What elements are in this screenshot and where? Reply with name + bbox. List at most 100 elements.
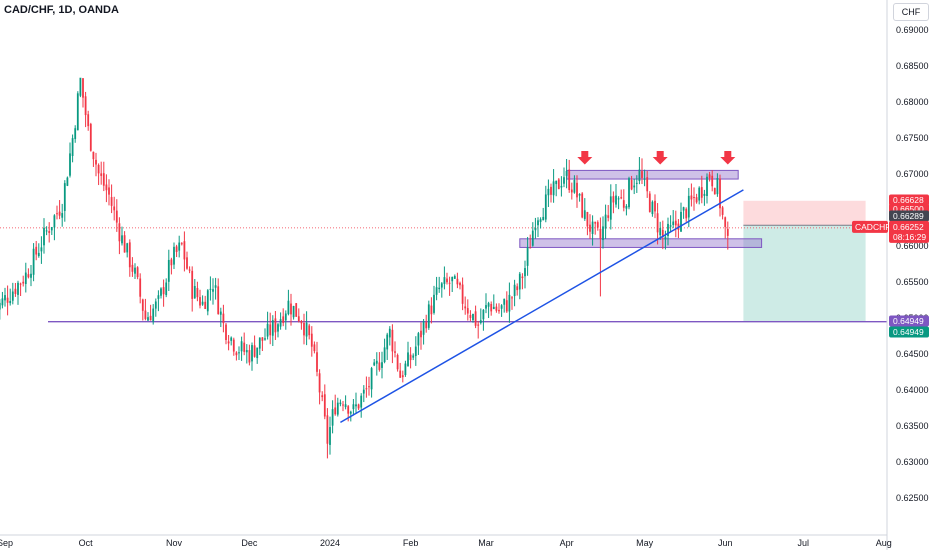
candle-body — [310, 333, 313, 347]
candle-body — [139, 278, 142, 297]
candle-body — [490, 303, 493, 312]
price-tag — [889, 326, 929, 338]
candle-body — [555, 180, 558, 185]
candle-body — [69, 153, 71, 176]
candle-body — [565, 170, 568, 176]
candle-body — [349, 411, 352, 414]
candle-body — [516, 286, 519, 291]
candle-body — [578, 194, 581, 196]
candle-body — [633, 185, 636, 188]
x-tick-label: Mar — [478, 538, 494, 548]
candle-body — [126, 243, 129, 253]
candle-body — [456, 278, 459, 285]
candle-body — [160, 288, 162, 296]
candle-body — [646, 177, 649, 192]
down-arrow-icon — [720, 151, 736, 165]
candle-body — [628, 178, 630, 208]
ascending-trendline — [340, 189, 744, 424]
candle-body — [131, 264, 134, 272]
candle-body — [622, 200, 625, 208]
candle-body — [401, 375, 404, 378]
candle-body — [27, 274, 30, 278]
candle-body — [362, 389, 365, 394]
candle-body — [706, 176, 708, 197]
candle-body — [175, 246, 178, 252]
candle-body — [664, 236, 667, 240]
candle-body — [711, 175, 714, 187]
candle-body — [274, 318, 277, 333]
candle-body — [511, 297, 513, 299]
candle-body — [204, 301, 207, 309]
candle-body — [451, 276, 454, 282]
candle-body — [586, 211, 589, 227]
y-tick-label: 0.67500 — [896, 133, 929, 143]
candle-body — [487, 303, 490, 307]
price-tag — [889, 210, 929, 222]
candle-body — [14, 288, 17, 294]
candle-body — [630, 179, 633, 190]
candle-body — [339, 402, 342, 405]
candle-body — [323, 394, 326, 417]
candle-body — [84, 96, 87, 116]
candle-body — [22, 281, 25, 284]
candle-body — [355, 404, 357, 407]
candle-body — [700, 187, 703, 198]
candle-body — [643, 178, 646, 180]
candle-body — [500, 305, 503, 309]
candle-body — [667, 223, 669, 237]
candle-body — [66, 177, 69, 186]
candle-body — [227, 341, 230, 344]
candle-body — [412, 355, 415, 358]
price-tag-label: 0.66289 — [893, 211, 924, 221]
candle-body — [482, 309, 485, 320]
currency-button[interactable]: CHF — [893, 3, 929, 21]
candle-body — [321, 395, 324, 398]
candle-body — [591, 221, 594, 234]
trendline — [340, 189, 744, 424]
candle-body — [48, 231, 51, 233]
candle-body — [329, 427, 331, 445]
candle-body — [550, 186, 552, 195]
candle-body — [508, 294, 511, 312]
candle-body — [602, 226, 604, 241]
candle-body — [409, 354, 412, 361]
candle-body — [97, 164, 100, 174]
candle-body — [82, 78, 84, 98]
candle-body — [638, 169, 641, 181]
candle-body — [6, 297, 9, 303]
candle-body — [297, 316, 300, 322]
candle-body — [656, 213, 659, 233]
candle-body — [217, 286, 220, 314]
candle-body — [269, 324, 272, 336]
candle-body — [690, 195, 693, 200]
candle-body — [659, 228, 662, 236]
candle-body — [63, 183, 66, 211]
candle-body — [407, 352, 409, 366]
candle-body — [581, 193, 584, 218]
candle-body — [316, 352, 318, 372]
candle-body — [438, 287, 441, 290]
candle-body — [113, 206, 116, 211]
down-arrow-icon — [577, 151, 593, 165]
candle-body — [282, 316, 285, 323]
candle-body — [544, 194, 547, 220]
stop-loss-zone — [743, 200, 866, 226]
candle-body — [118, 223, 121, 242]
candle-body — [583, 210, 586, 219]
countdown-label: 08:16:29 — [893, 232, 926, 242]
candle-body — [576, 182, 578, 198]
candle-body — [378, 362, 381, 370]
candle-body — [615, 195, 617, 205]
candle-body — [89, 123, 92, 151]
candle-body — [672, 221, 675, 226]
candle-body — [425, 322, 428, 329]
candle-body — [607, 215, 610, 218]
candle-body — [368, 386, 370, 388]
candle-body — [539, 219, 542, 222]
candle-body — [443, 277, 446, 284]
candle-body — [258, 337, 261, 349]
candle-body — [563, 177, 565, 184]
candle-body — [537, 220, 539, 226]
